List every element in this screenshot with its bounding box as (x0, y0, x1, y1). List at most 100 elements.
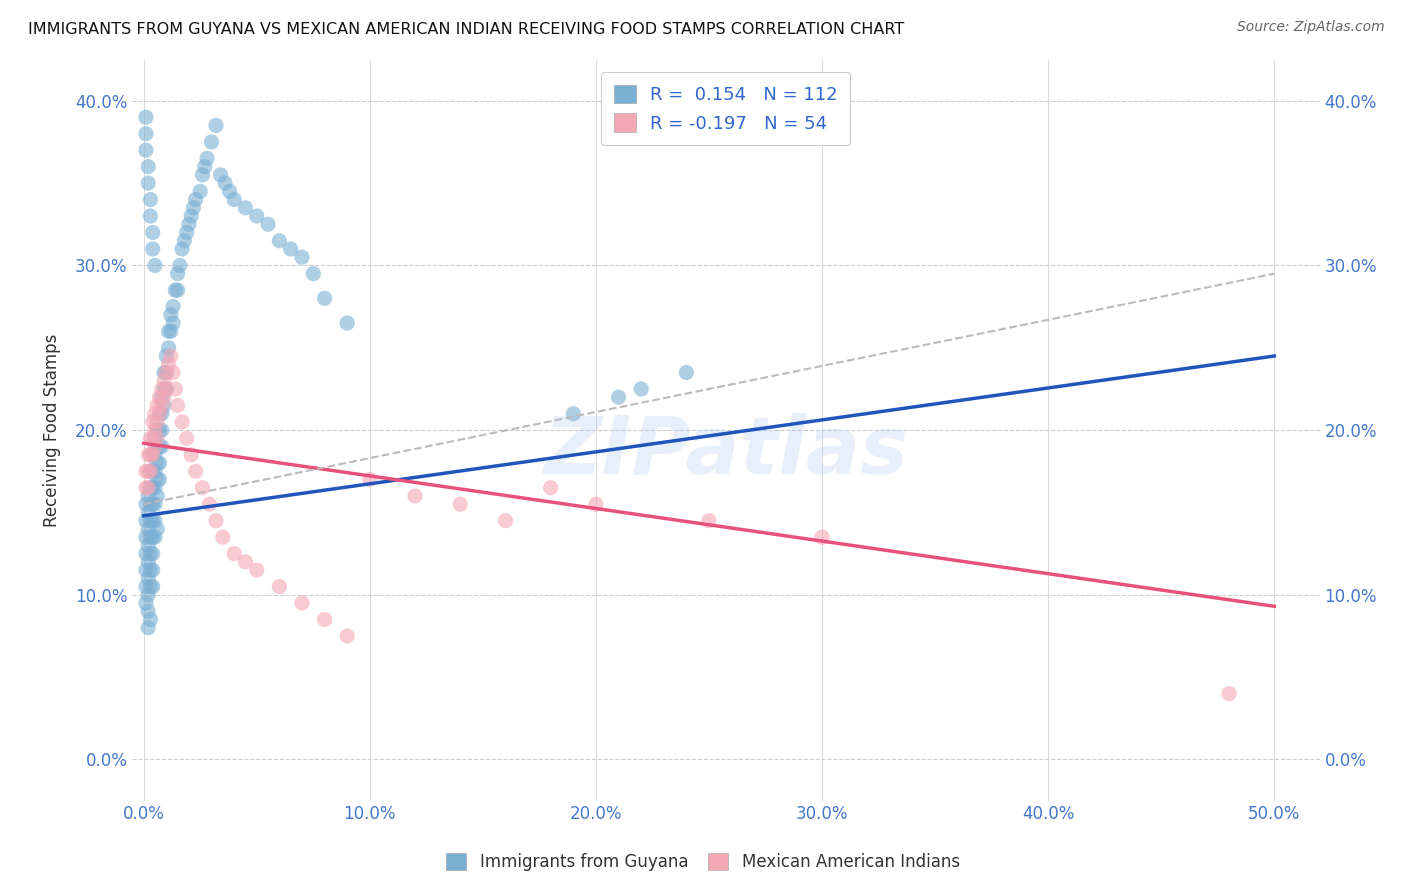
Point (139, 464, 162, 478)
Point (135, 127, 157, 141)
Point (159, 308, 181, 322)
Point (143, 440, 166, 454)
Point (146, 415, 169, 429)
Point (136, 538, 159, 552)
Point (136, 481, 159, 495)
Point (143, 259, 166, 273)
Point (146, 431, 169, 445)
Legend: Immigrants from Guyana, Mexican American Indians: Immigrants from Guyana, Mexican American… (439, 845, 967, 880)
Point (148, 456, 170, 470)
Point (135, 464, 157, 478)
Point (142, 242, 165, 256)
Point (211, 530, 233, 544)
Point (139, 514, 162, 528)
Point (136, 464, 159, 478)
Point (194, 160, 217, 174)
Point (139, 481, 162, 495)
Point (135, 580, 157, 594)
Point (136, 160, 159, 174)
Point (146, 522, 169, 536)
Point (176, 431, 198, 445)
Point (291, 596, 314, 610)
Point (155, 382, 177, 396)
Point (136, 555, 159, 569)
Point (150, 382, 173, 396)
Point (143, 530, 166, 544)
Point (143, 497, 166, 511)
Point (153, 382, 176, 396)
Point (146, 423, 169, 437)
Point (314, 612, 336, 626)
Point (562, 407, 585, 421)
Point (585, 497, 607, 511)
Point (155, 382, 177, 396)
Point (143, 464, 166, 478)
Point (142, 497, 165, 511)
Point (675, 366, 697, 380)
Point (142, 448, 165, 462)
Point (280, 242, 302, 256)
Point (162, 300, 184, 314)
Point (173, 234, 195, 248)
Point (235, 201, 257, 215)
Point (142, 514, 165, 528)
Point (142, 226, 165, 240)
Point (180, 209, 202, 223)
Point (150, 423, 173, 437)
Point (142, 530, 165, 544)
Point (495, 514, 517, 528)
Point (153, 390, 176, 404)
Point (607, 390, 630, 404)
Point (153, 374, 176, 388)
Point (139, 464, 162, 478)
Point (195, 152, 218, 166)
Point (172, 415, 194, 429)
Point (139, 497, 162, 511)
Point (136, 522, 159, 536)
Point (155, 366, 177, 380)
Point (157, 324, 180, 338)
Point (143, 514, 166, 528)
Point (146, 489, 169, 503)
Point (139, 448, 162, 462)
Point (336, 316, 359, 330)
Point (162, 316, 184, 330)
Point (218, 185, 240, 199)
Text: Source: ZipAtlas.com: Source: ZipAtlas.com (1237, 20, 1385, 34)
Point (135, 563, 157, 577)
Point (136, 571, 159, 585)
Point (136, 604, 159, 618)
Point (136, 448, 159, 462)
Point (136, 621, 159, 635)
Point (142, 580, 165, 594)
Point (224, 193, 246, 207)
Point (148, 423, 170, 437)
Point (139, 563, 162, 577)
Point (148, 440, 170, 454)
Point (143, 423, 166, 437)
Point (142, 464, 165, 478)
Point (148, 390, 170, 404)
Point (139, 193, 162, 207)
Point (188, 185, 211, 199)
Point (135, 143, 157, 157)
Point (153, 366, 176, 380)
Point (155, 349, 177, 363)
Point (159, 349, 181, 363)
Point (135, 547, 157, 561)
Point (302, 267, 325, 281)
Point (135, 514, 157, 528)
Point (162, 366, 184, 380)
Point (139, 209, 162, 223)
Point (157, 357, 180, 371)
Point (246, 563, 269, 577)
Point (198, 497, 221, 511)
Point (191, 481, 214, 495)
Legend: R =  0.154   N = 112, R = -0.197   N = 54: R = 0.154 N = 112, R = -0.197 N = 54 (602, 72, 851, 145)
Point (143, 431, 166, 445)
Point (166, 398, 188, 412)
Point (143, 481, 166, 495)
Point (135, 481, 157, 495)
Point (150, 407, 173, 421)
Y-axis label: Receiving Food Stamps: Receiving Food Stamps (44, 334, 60, 527)
